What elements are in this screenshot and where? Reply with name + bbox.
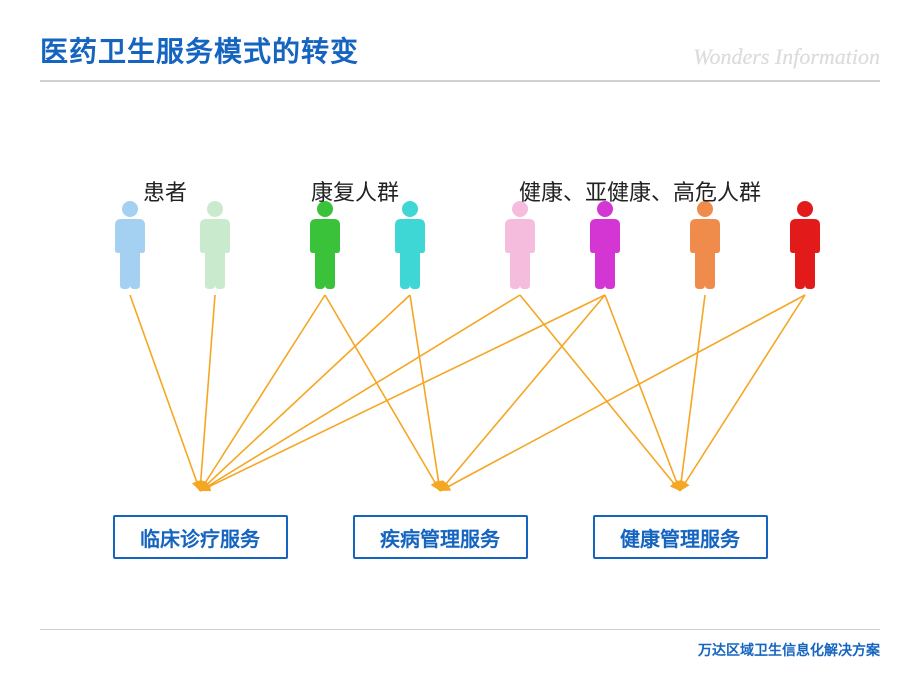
person-icon bbox=[115, 201, 145, 289]
group-label: 患者 bbox=[143, 175, 187, 207]
person-icon bbox=[395, 201, 425, 289]
service-box: 临床诊疗服务 bbox=[113, 515, 288, 559]
person-icon bbox=[505, 201, 535, 289]
arrows-layer bbox=[0, 0, 920, 690]
service-box: 健康管理服务 bbox=[593, 515, 768, 559]
service-box: 疾病管理服务 bbox=[353, 515, 528, 559]
footer-text: 万达区域卫生信息化解决方案 bbox=[698, 640, 880, 660]
person-icon bbox=[790, 201, 820, 289]
person-icon bbox=[590, 201, 620, 289]
group-label: 健康、亚健康、高危人群 bbox=[519, 175, 761, 207]
person-icon bbox=[200, 201, 230, 289]
diagram: 患者 康复人群 健康、亚健康、高危人群临床诊疗服务 疾病管理服务 健康管理服务 bbox=[0, 0, 920, 690]
slide: 医药卫生服务模式的转变 Wonders Information 患者康复人群健康… bbox=[0, 0, 920, 690]
group-label: 康复人群 bbox=[311, 175, 399, 207]
people-layer bbox=[0, 0, 920, 690]
person-icon bbox=[310, 201, 340, 289]
person-icon bbox=[690, 201, 720, 289]
footer-underline bbox=[40, 629, 880, 630]
